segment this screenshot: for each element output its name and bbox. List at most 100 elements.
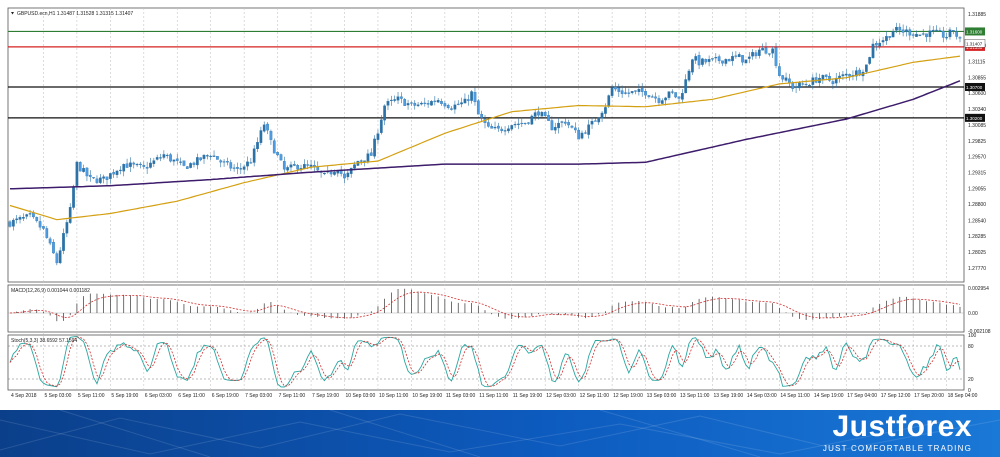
candle	[145, 167, 149, 169]
candle	[289, 164, 293, 168]
time-tick-label: 13 Sep 03:00	[647, 393, 677, 399]
candle	[560, 121, 564, 123]
time-tick-label: 6 Sep 03:00	[145, 393, 172, 399]
candle	[791, 82, 795, 89]
candle	[386, 101, 390, 106]
last-price-label: 1.31407	[966, 41, 983, 46]
candle	[774, 47, 778, 66]
level-tag	[965, 82, 985, 91]
candle	[456, 103, 460, 105]
price-tick-label: 1.30855	[968, 75, 986, 81]
price-tick-label: 1.29570	[968, 155, 986, 161]
brand-name: Justforex	[832, 410, 972, 443]
candle	[520, 122, 524, 125]
price-tick-label: 1.29825	[968, 139, 986, 145]
candle	[627, 92, 631, 94]
time-tick-label: 17 Sep 12:00	[881, 393, 911, 399]
price-tick-label: 1.30085	[968, 123, 986, 129]
level-tag	[965, 113, 985, 122]
candle	[664, 97, 667, 101]
candle	[78, 162, 82, 172]
candle	[416, 104, 420, 106]
candle	[935, 29, 938, 31]
candle	[563, 121, 567, 124]
time-tick-label: 5 Sep 03:00	[44, 393, 71, 399]
candle	[751, 52, 754, 57]
price-tick-label: 1.31115	[968, 59, 986, 65]
candle	[433, 100, 437, 102]
candle	[634, 90, 637, 92]
candle	[389, 99, 393, 102]
candle	[844, 73, 848, 76]
candle	[119, 169, 122, 171]
candle	[102, 176, 106, 179]
stoch-d-line	[9, 336, 961, 387]
candle	[202, 154, 206, 159]
pane-frame	[7, 284, 965, 333]
candle	[219, 160, 223, 163]
candle	[359, 160, 363, 162]
candle	[955, 31, 959, 37]
candle	[537, 111, 540, 116]
price-tick-label: 1.29315	[968, 170, 986, 176]
time-tick-label: 10 Sep 19:00	[412, 393, 442, 399]
candle	[369, 152, 373, 156]
candle	[667, 91, 671, 98]
candle	[647, 95, 651, 97]
time-tick-label: 10 Sep 03:00	[346, 393, 376, 399]
candle	[694, 56, 698, 61]
candle	[540, 112, 544, 117]
time-tick-label: 12 Sep 11:00	[580, 393, 610, 399]
candle	[938, 30, 942, 32]
candle	[296, 165, 300, 170]
candle	[476, 100, 480, 115]
candle	[406, 103, 410, 106]
candle	[169, 154, 172, 162]
candle	[139, 163, 142, 166]
candle	[82, 168, 85, 172]
candle	[376, 133, 380, 140]
candle	[547, 115, 550, 121]
candle	[834, 77, 838, 84]
candle	[744, 59, 748, 64]
candle	[199, 157, 203, 161]
candle	[905, 29, 908, 32]
candle	[891, 31, 895, 38]
price-tick-label: 1.28540	[968, 218, 986, 224]
price-tick-label: 1.27770	[968, 266, 986, 272]
price-tick-label: 1.28025	[968, 250, 986, 256]
candle	[754, 52, 758, 57]
candle	[98, 177, 102, 183]
candle	[379, 119, 383, 133]
candle	[821, 75, 825, 80]
candle	[125, 163, 129, 168]
candle	[239, 168, 243, 170]
candle	[135, 164, 139, 166]
candle	[517, 123, 520, 125]
stoch-tick-label: 20	[968, 377, 974, 383]
candle	[329, 171, 333, 175]
candle	[757, 49, 761, 56]
time-tick-label: 4 Sep 2018	[11, 393, 37, 399]
candle	[115, 170, 119, 175]
candle	[824, 74, 828, 77]
candle	[901, 29, 905, 33]
candle	[808, 85, 811, 87]
macd-tick-label: 0.00	[968, 311, 978, 317]
candle	[607, 95, 611, 107]
candle	[557, 122, 560, 129]
candle	[8, 221, 12, 227]
time-tick-label: 5 Sep 11:00	[78, 393, 105, 399]
candle	[172, 159, 176, 162]
candle	[112, 172, 116, 175]
candle	[898, 26, 902, 31]
candle	[875, 42, 878, 46]
moving-average-slow	[9, 80, 961, 190]
macd-tick-label: -0.002108	[968, 329, 991, 335]
candle	[500, 128, 504, 132]
candle	[727, 59, 731, 62]
candle	[711, 58, 714, 60]
candle	[584, 132, 587, 134]
chevron-down-icon	[11, 12, 14, 15]
candle	[510, 125, 514, 130]
